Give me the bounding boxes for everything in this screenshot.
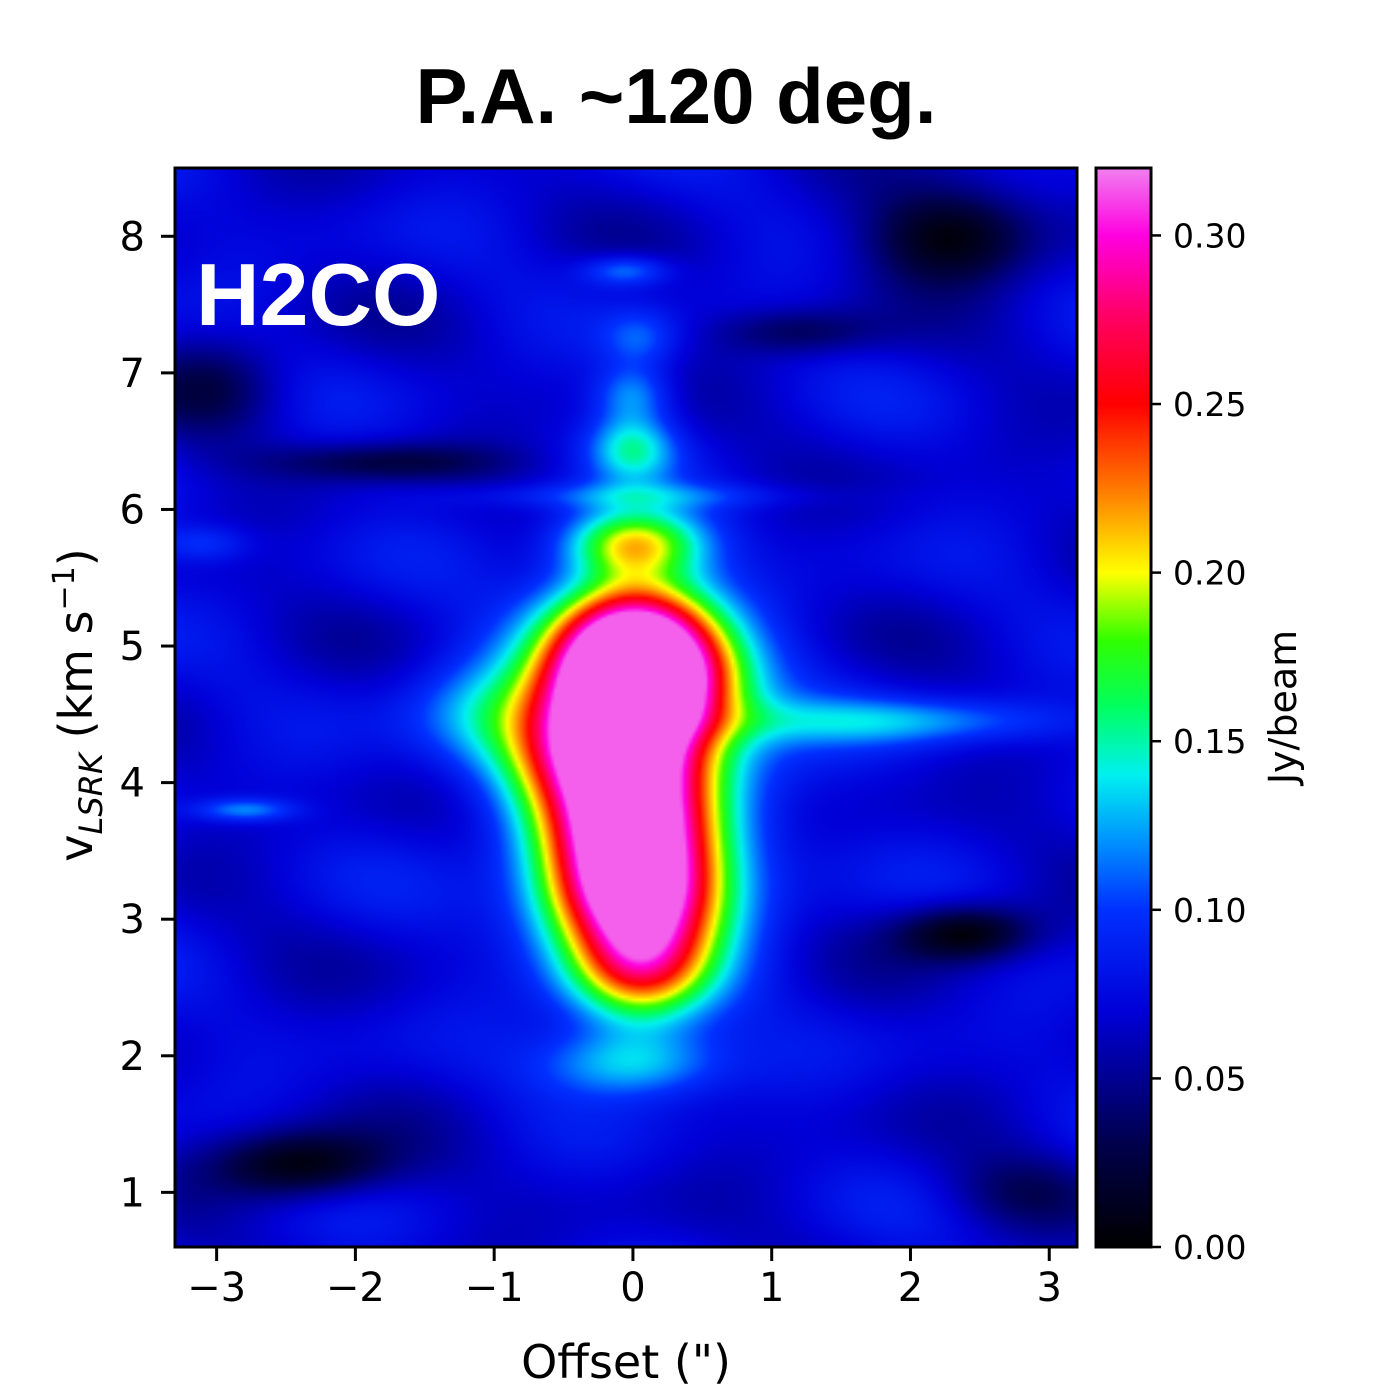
x-tick-label: −3 [187, 1265, 246, 1311]
y-tick-label: 8 [120, 214, 145, 260]
x-tick-label: 3 [1037, 1265, 1062, 1311]
colorbar-tick-label: 0.05 [1173, 1059, 1246, 1098]
chart-title: P.A. ~120 deg. [415, 52, 936, 140]
y-axis-label-subscript: LSRK [72, 750, 110, 834]
colorbar-tick-label: 0.15 [1173, 722, 1246, 761]
x-tick-label: −1 [465, 1265, 524, 1311]
plot-area [173, 166, 1079, 1249]
colorbar-tick-label: 0.30 [1173, 216, 1246, 255]
y-tick-label: 1 [120, 1170, 145, 1216]
y-tick-label: 2 [120, 1034, 145, 1080]
y-tick-label: 6 [120, 487, 145, 533]
y-axis-label-unit-sup: −1 [47, 566, 82, 610]
colorbar-ticks: 0.00 0.05 0.10 0.15 0.20 0.25 0.30 [1151, 216, 1246, 1267]
y-axis-ticks: 1 2 3 4 5 6 7 8 [120, 214, 175, 1216]
heatmap-image [175, 168, 1077, 1247]
x-tick-label: −2 [326, 1265, 385, 1311]
y-axis-label-unit-close: ) [49, 548, 103, 566]
y-tick-label: 5 [120, 624, 145, 670]
colorbar-label: Jy/beam [1261, 630, 1305, 786]
y-axis-label-main: v [49, 834, 103, 861]
x-tick-label: 1 [759, 1265, 784, 1311]
colorbar-frame [1094, 166, 1153, 1249]
y-tick-label: 7 [120, 351, 145, 397]
y-tick-label: 3 [120, 897, 145, 943]
y-axis-label-unit-open: (km s [49, 610, 103, 753]
molecule-annotation: H2CO [196, 245, 441, 344]
x-axis-ticks: −3 −2 −1 0 1 2 3 [187, 1247, 1062, 1311]
plot-frame [173, 166, 1079, 1249]
x-tick-label: 2 [898, 1265, 923, 1311]
colorbar-tick-label: 0.10 [1173, 891, 1246, 930]
colorbar-gradient [1096, 168, 1151, 1247]
x-tick-label: 0 [620, 1265, 645, 1311]
colorbar-tick-label: 0.25 [1173, 385, 1246, 424]
colorbar: 0.00 0.05 0.10 0.15 0.20 0.25 0.30 [1094, 166, 1246, 1267]
colorbar-tick-label: 0.00 [1173, 1228, 1246, 1267]
y-tick-label: 4 [120, 761, 145, 807]
y-axis-label: vLSRK (km s−1) [47, 548, 110, 861]
colorbar-tick-label: 0.20 [1173, 554, 1246, 593]
x-axis-label: Offset (") [521, 1335, 731, 1389]
